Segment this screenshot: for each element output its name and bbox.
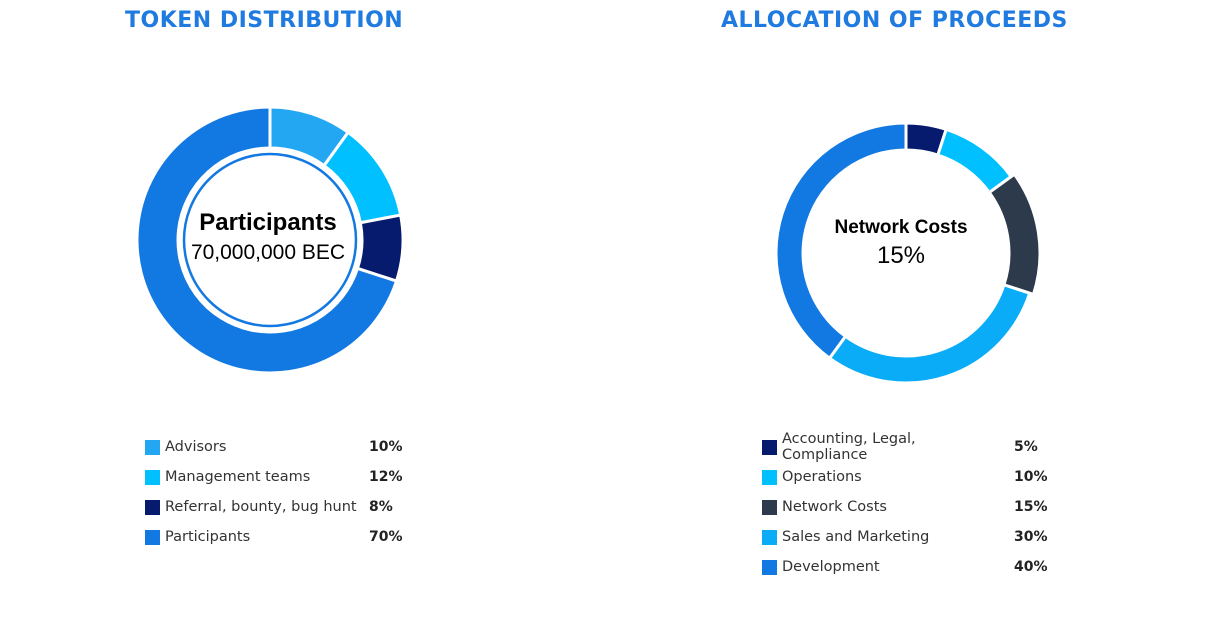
center-value: 15% [877, 242, 925, 269]
legend-item-operations[interactable]: Operations 10% [762, 462, 1048, 492]
legend-swatch [762, 529, 777, 545]
legend-value: 10% [1014, 469, 1048, 485]
legend-value: 40% [1014, 559, 1048, 575]
legend-value: 5% [1014, 439, 1038, 455]
legend-item-referral-bounty-bug-hunt[interactable]: Referral, bounty, bug hunt 8% [145, 492, 393, 522]
legend-value: 70% [369, 529, 403, 545]
legend-swatch [762, 559, 777, 575]
legend-label: Advisors [165, 439, 227, 455]
center-value: 70,000,000 BEC [191, 241, 345, 264]
slice-participants[interactable] [135, 105, 399, 375]
legend-value: 30% [1014, 529, 1048, 545]
legend-value: 12% [369, 469, 403, 485]
legend-value: 10% [369, 439, 403, 455]
slice-sales-and-marketing[interactable] [827, 282, 1032, 385]
legend-value: 15% [1014, 499, 1048, 515]
legend-swatch [145, 529, 160, 545]
legend-item-advisors[interactable]: Advisors 10% [145, 432, 403, 462]
legend-item-management-teams[interactable]: Management teams 12% [145, 462, 403, 492]
legend-label: Referral, bounty, bug hunt [165, 499, 357, 515]
legend-value: 8% [369, 499, 393, 515]
legend-swatch [145, 439, 160, 455]
legend-item-accounting-legal-compliance[interactable]: Accounting, Legal, Compliance 5% [762, 431, 1038, 463]
allocation-of-proceeds-title: ALLOCATION OF PROCEEDS [721, 8, 1068, 33]
legend-item-participants[interactable]: Participants 70% [145, 522, 403, 552]
allocation-of-proceeds-donut: Network Costs 15% [774, 121, 1042, 385]
token-distribution-donut: Participants 70,000,000 BEC [135, 105, 405, 375]
legend-label: Operations [782, 469, 862, 485]
legend-swatch [762, 439, 777, 455]
token-distribution-title: TOKEN DISTRIBUTION [125, 8, 404, 33]
center-title: Participants [199, 209, 336, 236]
slice-network-costs[interactable] [987, 172, 1042, 297]
legend-label: Development [782, 559, 880, 575]
legend-item-development[interactable]: Development 40% [762, 552, 1048, 582]
legend-label: Participants [165, 529, 251, 545]
allocation-of-proceeds-legend: Accounting, Legal, Compliance 5% Operation… [762, 431, 1048, 582]
legend-label: Sales and Marketing [782, 529, 930, 545]
legend-swatch [762, 499, 777, 515]
slice-development[interactable] [774, 121, 908, 361]
legend-label: Accounting, Legal, Compliance [782, 431, 916, 463]
legend-item-sales-and-marketing[interactable]: Sales and Marketing 30% [762, 522, 1048, 552]
legend-item-network-costs[interactable]: Network Costs 15% [762, 492, 1048, 522]
center-title: Network Costs [834, 217, 967, 238]
legend-swatch [145, 499, 160, 515]
legend-swatch [762, 469, 777, 485]
highlight-ring [182, 152, 358, 328]
legend-label: Management teams [165, 469, 311, 485]
legend-swatch [145, 469, 160, 485]
legend-label: Network Costs [782, 499, 887, 515]
token-distribution-legend: Advisors 10% Management teams 12% Referral, … [145, 432, 403, 552]
